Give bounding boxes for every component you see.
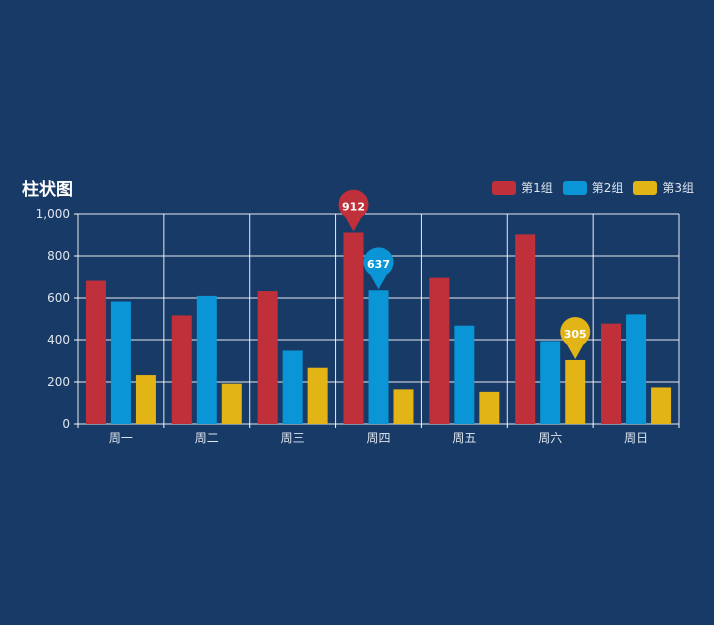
value-pin: 305 — [560, 317, 591, 359]
x-tick-label: 周四 — [366, 431, 390, 445]
chart-title: 柱状图 — [22, 180, 73, 200]
bar — [393, 389, 414, 424]
y-tick-label: 600 — [47, 291, 70, 305]
x-tick-label: 周三 — [281, 431, 305, 445]
value-pin-label: 637 — [367, 258, 390, 271]
bar — [135, 375, 156, 424]
bar — [171, 315, 192, 424]
x-tick-label: 周日 — [624, 431, 648, 445]
bar — [565, 359, 586, 424]
bar — [196, 295, 217, 424]
bar — [110, 301, 131, 424]
legend: 第1组 第2组 第3组 — [492, 179, 694, 196]
bar — [601, 323, 622, 424]
y-tick-label: 200 — [47, 375, 70, 389]
bar — [540, 341, 561, 424]
value-pin-label: 305 — [564, 328, 587, 341]
value-pin-shape — [560, 317, 591, 359]
bar — [85, 280, 106, 424]
y-tick-label: 0 — [62, 417, 70, 431]
y-tick-label: 800 — [47, 249, 70, 263]
bar — [651, 387, 672, 424]
value-pin: 912 — [338, 189, 369, 232]
x-tick-label: 周一 — [109, 431, 133, 445]
legend-item-series-3[interactable]: 第3组 — [633, 179, 694, 196]
bar — [454, 325, 475, 424]
y-tick-label: 400 — [47, 333, 70, 347]
bar — [221, 383, 242, 424]
y-tick-label: 1,000 — [36, 207, 70, 221]
legend-item-series-1[interactable]: 第1组 — [492, 179, 553, 196]
x-tick-label: 周六 — [538, 431, 562, 445]
bar — [626, 314, 647, 424]
value-pin-label: 912 — [342, 200, 365, 213]
bar — [368, 290, 389, 424]
bar — [307, 367, 328, 424]
value-pin-shape — [363, 247, 394, 290]
legend-label-series-2: 第2组 — [591, 181, 624, 195]
legend-label-series-3: 第3组 — [662, 181, 694, 195]
bar — [257, 291, 278, 424]
bar — [429, 277, 450, 424]
legend-swatch-series-1 — [492, 180, 517, 195]
value-pin: 637 — [363, 247, 394, 290]
bar — [479, 391, 500, 424]
x-tick-label: 周五 — [452, 431, 476, 445]
bar — [343, 232, 364, 424]
x-tick-label: 周二 — [195, 431, 219, 445]
legend-swatch-series-2 — [562, 180, 587, 195]
bar — [515, 234, 536, 424]
legend-label-series-1: 第1组 — [521, 181, 553, 195]
legend-swatch-series-3 — [633, 180, 658, 195]
value-pin-shape — [338, 189, 369, 232]
legend-item-series-2[interactable]: 第2组 — [562, 179, 624, 196]
bar — [282, 350, 303, 424]
